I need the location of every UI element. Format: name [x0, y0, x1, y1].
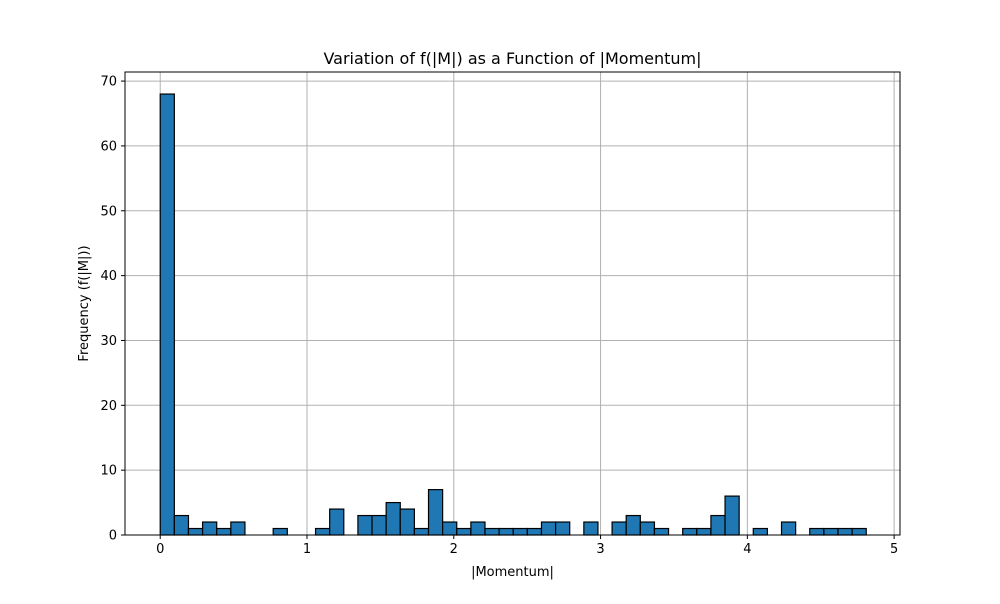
- histogram-bars: [159, 93, 867, 536]
- x-axis-label: |Momentum|: [471, 565, 554, 580]
- histogram-bar: [470, 521, 486, 536]
- y-axis-label: Frequency (f(|M|)): [77, 245, 92, 361]
- histogram-bar: [526, 527, 543, 536]
- histogram-bar: [498, 527, 514, 536]
- axes-frame: [124, 71, 901, 536]
- y-tick-label: 70: [100, 75, 117, 90]
- histogram-bar: [653, 527, 670, 536]
- histogram-bar: [823, 527, 839, 536]
- chart-title: Variation of f(|M|) as a Function of |Mo…: [323, 49, 701, 68]
- histogram-bar: [413, 527, 430, 536]
- histogram-bar: [484, 527, 500, 536]
- histogram-bar: [554, 521, 571, 536]
- y-tick-label: 10: [100, 464, 117, 479]
- histogram-bar: [540, 521, 557, 536]
- x-tick-label: 5: [890, 542, 898, 557]
- histogram-bar: [357, 514, 373, 536]
- histogram-bar: [173, 514, 190, 536]
- histogram-bar: [314, 527, 331, 536]
- histogram-bar: [837, 527, 853, 536]
- x-tick-label: 3: [596, 542, 604, 557]
- histogram-bar: [442, 521, 458, 536]
- histogram-bar: [159, 93, 175, 536]
- histogram-bar: [385, 501, 401, 536]
- histogram-bar: [230, 521, 246, 536]
- histogram-bar: [724, 495, 740, 536]
- histogram-bar: [201, 521, 218, 536]
- y-tick-label: 30: [100, 334, 117, 349]
- histogram-bar: [216, 527, 232, 536]
- histogram-bar: [399, 508, 415, 536]
- x-tick-label: 4: [743, 542, 751, 557]
- histogram-bar: [371, 514, 387, 536]
- histogram-bar: [329, 508, 345, 536]
- histogram-bar: [583, 521, 599, 536]
- histogram-bar: [682, 527, 698, 536]
- histogram-bar: [427, 489, 444, 536]
- histogram-bar: [851, 527, 867, 536]
- histogram-bar: [752, 527, 768, 536]
- y-tick-label: 50: [100, 204, 117, 219]
- y-tick-label: 40: [100, 269, 117, 284]
- y-tick-label: 60: [100, 139, 117, 154]
- y-tick-label: 20: [100, 399, 117, 414]
- histogram-bar: [639, 521, 656, 536]
- y-tick-label: 0: [109, 529, 117, 544]
- x-tick-label: 2: [450, 542, 458, 557]
- histogram-bar: [809, 527, 825, 536]
- histogram-bar: [456, 527, 472, 536]
- grid-lines: [125, 72, 900, 536]
- histogram-bar: [272, 527, 288, 536]
- x-tick-label: 0: [156, 542, 164, 557]
- histogram-bar: [611, 521, 627, 536]
- x-tick-label: 1: [303, 542, 311, 557]
- histogram-bar: [512, 527, 528, 536]
- histogram-bar: [187, 527, 204, 536]
- histogram-bar: [710, 514, 726, 536]
- histogram-bar: [625, 514, 641, 536]
- histogram-bar: [696, 527, 712, 536]
- histogram-bar: [780, 521, 797, 536]
